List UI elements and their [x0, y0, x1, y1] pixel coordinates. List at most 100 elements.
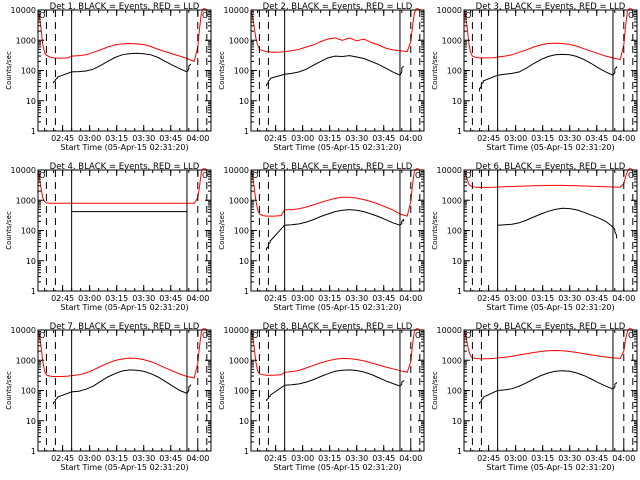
x-tick-label: 04:00: [612, 294, 635, 303]
y-tick-label: 10000: [437, 326, 462, 335]
x-tick-label: 02:45: [51, 134, 74, 143]
x-tick-label: 03:30: [132, 134, 155, 143]
y-tick-label: 100: [21, 387, 36, 396]
x-tick-label: 03:30: [132, 454, 155, 463]
y-tick-label: 10: [452, 417, 462, 426]
chart-panel-3: 1 10 100 1000 10000 02:45 03:00 03:15 03:30 03:45…: [431, 2, 638, 152]
y-tick-label: 1000: [229, 356, 249, 365]
y-tick-label: 100: [234, 227, 249, 236]
x-axis-label: Start Time (05-Apr-15 02:31:20): [486, 463, 614, 472]
chart-panel-1: 1 10 100 1000 10000 02:45 03:00 03:15 03:30 03:45…: [5, 2, 212, 152]
y-tick-label: 1000: [229, 36, 249, 45]
x-tick-label: 02:45: [477, 294, 500, 303]
y-tick-label: 100: [234, 67, 249, 76]
segment-label-left: O: [252, 171, 258, 180]
series-line-events: [479, 53, 618, 92]
y-tick-label: 1: [244, 447, 249, 456]
segment-label-left: O: [39, 331, 45, 340]
series-line-lld: [251, 328, 421, 376]
series-line-lld: [251, 168, 421, 217]
series-group: [38, 168, 208, 213]
y-axis-label: Counts/sec: [5, 371, 13, 410]
x-tick-label: 03:00: [504, 454, 527, 463]
series-line-events: [479, 370, 618, 405]
x-tick-label: 03:45: [585, 134, 608, 143]
y-axis-label: Counts/sec: [431, 51, 439, 90]
x-tick-label: 03:30: [345, 294, 368, 303]
x-tick-label: 04:00: [186, 454, 209, 463]
segment-label-right: O: [202, 171, 208, 180]
y-tick-label: 10000: [224, 6, 249, 15]
series-line-events: [266, 55, 404, 87]
x-axis-label: Start Time (05-Apr-15 02:31:20): [273, 463, 401, 472]
series-group: [251, 328, 421, 401]
plot-frame: [463, 329, 638, 452]
y-axis-label: Counts/sec: [431, 371, 439, 410]
chart-panel-6: 1 10 100 1000 10000 02:45 03:00 03:15 03:30 03:45…: [431, 162, 638, 312]
y-tick-label: 10: [26, 257, 36, 266]
y-tick-label: 1: [457, 287, 462, 296]
x-axis-label: Start Time (05-Apr-15 02:31:20): [273, 143, 401, 152]
x-tick-label: 04:00: [399, 134, 422, 143]
y-tick-label: 1: [31, 127, 36, 136]
series-group: [251, 168, 421, 251]
x-tick-label: 04:00: [612, 454, 635, 463]
segment-label-right: O: [628, 171, 634, 180]
y-tick-label: 10: [26, 97, 36, 106]
chart-panel-7: 1 10 100 1000 10000 02:45 03:00 03:15 03:30 03:45…: [5, 322, 212, 472]
chart-title: Det 9, BLACK = Events, RED = LLD: [476, 322, 626, 332]
series-group: [251, 8, 421, 87]
y-tick-label: 100: [21, 67, 36, 76]
x-tick-label: 03:15: [318, 454, 341, 463]
segment-label-right: O: [415, 171, 421, 180]
y-tick-label: 10: [239, 417, 249, 426]
x-tick-label: 03:30: [345, 134, 368, 143]
segment-label-left: O: [39, 11, 45, 20]
segment-label-left: O: [465, 11, 471, 20]
plot-frame: [463, 169, 638, 292]
x-tick-label: 03:00: [291, 294, 314, 303]
x-tick-label: 03:30: [558, 134, 581, 143]
x-tick-label: 02:45: [51, 454, 74, 463]
chart-title: Det 8, BLACK = Events, RED = LLD: [263, 322, 413, 332]
y-tick-label: 10000: [224, 326, 249, 335]
x-tick-label: 02:45: [264, 134, 287, 143]
y-tick-label: 1000: [229, 196, 249, 205]
chart-panel-9: 1 10 100 1000 10000 02:45 03:00 03:15 03:30 03:45…: [431, 322, 638, 472]
x-tick-label: 03:15: [105, 134, 128, 143]
series-line-lld: [464, 168, 634, 188]
chart-title: Det 3, BLACK = Events, RED = LLD: [476, 2, 626, 12]
segment-label-left: O: [39, 171, 45, 180]
segment-label-right: O: [202, 11, 208, 20]
y-axis-label: Counts/sec: [218, 211, 226, 250]
x-tick-label: 03:15: [531, 294, 554, 303]
y-tick-label: 10000: [437, 6, 462, 15]
chart-panel-4: 1 10 100 1000 10000 02:45 03:00 03:15 03:30 03:45…: [5, 162, 212, 312]
x-axis-label: Start Time (05-Apr-15 02:31:20): [486, 303, 614, 312]
y-tick-label: 10000: [11, 326, 36, 335]
x-tick-label: 04:00: [186, 294, 209, 303]
chart-panel-2: 1 10 100 1000 10000 02:45 03:00 03:15 03:30 03:45…: [218, 2, 425, 152]
x-tick-label: 03:00: [78, 294, 101, 303]
x-tick-label: 03:45: [372, 134, 395, 143]
x-tick-label: 03:45: [159, 294, 182, 303]
y-tick-label: 1: [457, 447, 462, 456]
y-tick-label: 100: [447, 387, 462, 396]
x-axis-label: Start Time (05-Apr-15 02:31:20): [60, 143, 188, 152]
x-tick-label: 03:15: [318, 134, 341, 143]
plot-frame: [37, 329, 212, 452]
y-tick-label: 10: [452, 97, 462, 106]
chart-title: Det 4, BLACK = Events, RED = LLD: [50, 162, 200, 172]
y-axis-label: Counts/sec: [218, 51, 226, 90]
x-tick-label: 03:15: [531, 134, 554, 143]
plot-frame: [37, 169, 212, 292]
y-tick-label: 10000: [11, 166, 36, 175]
y-tick-label: 1: [31, 447, 36, 456]
series-line-events: [53, 369, 192, 405]
y-tick-label: 10000: [437, 166, 462, 175]
y-tick-label: 1: [244, 287, 249, 296]
segment-label-right: O: [628, 331, 634, 340]
x-tick-label: 02:45: [264, 294, 287, 303]
chart-title: Det 5, BLACK = Events, RED = LLD: [263, 162, 413, 172]
